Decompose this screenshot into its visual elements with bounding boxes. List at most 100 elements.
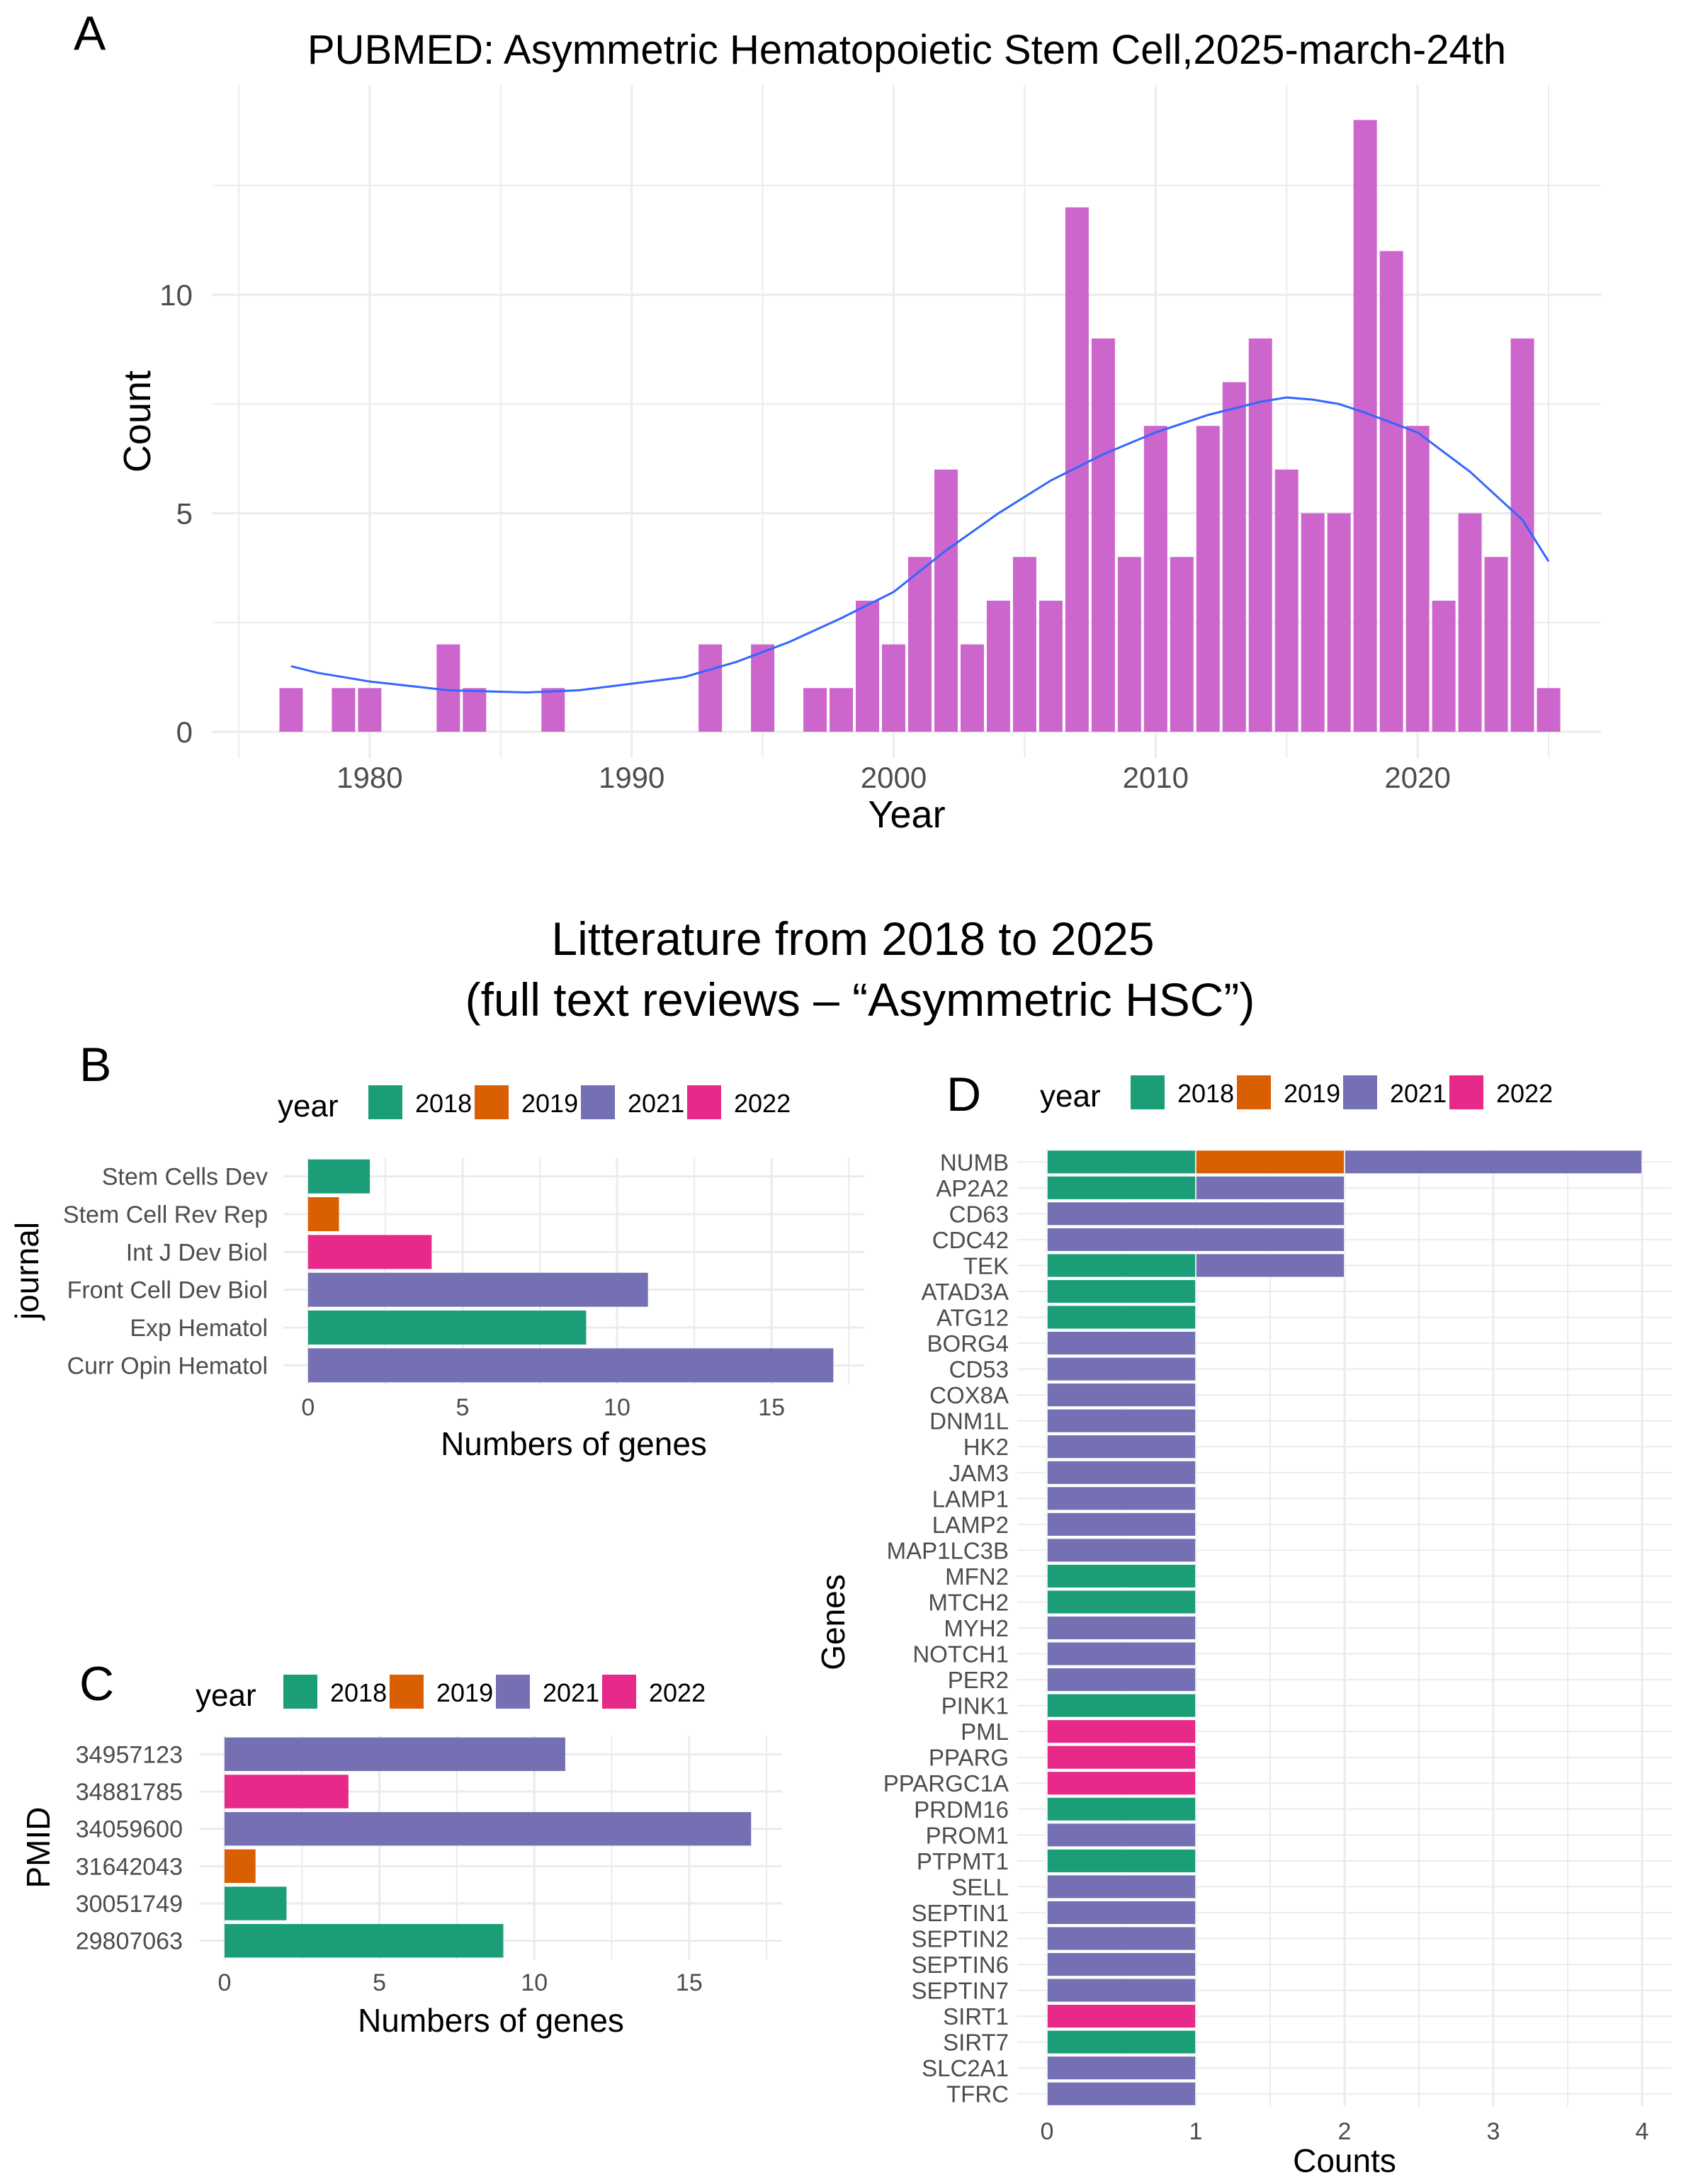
panel-label: D [946,1068,981,1121]
bar-stem-cell-rev-rep [307,1197,339,1231]
y-tick-label: MAP1LC3B [887,1537,1009,1563]
y-tick-label: 29807063 [76,1928,183,1955]
legend-title: year [278,1089,339,1124]
histogram-bar [698,644,723,732]
histogram-bar [358,688,382,732]
bar-segment-ptpmt1-2018 [1046,1848,1196,1874]
histogram-bar [1379,251,1403,732]
y-tick-label: TEK [963,1252,1009,1279]
histogram-bar [934,469,958,732]
bar-segment-atg12-2018 [1046,1304,1196,1330]
legend-label-2022: 2022 [734,1089,791,1118]
x-axis-label: Numbers of genes [358,2002,624,2039]
legend-label-2019: 2019 [436,1678,493,1707]
x-tick-label: 1 [1189,2118,1203,2145]
histogram-bar [1091,338,1115,732]
x-tick-label: 2020 [1384,761,1450,794]
legend-label-2018: 2018 [330,1678,387,1707]
x-tick-label: 1990 [599,761,664,794]
legend-label-2021: 2021 [1390,1079,1447,1108]
x-tick-label: 5 [373,1969,386,1996]
bar-segment-septin7-2021 [1046,1978,1196,2003]
y-tick-label: 10 [159,278,193,312]
y-tick-label: SEPTIN7 [911,1978,1009,2004]
bar-segment-cd63-2021 [1046,1201,1345,1226]
histogram-bar [1510,338,1534,732]
bar-segment-pink1-2018 [1046,1693,1196,1719]
histogram-bar [279,688,303,732]
y-tick-label: PTPMT1 [917,1848,1009,1874]
bar-31642043 [224,1849,256,1884]
y-tick-label: CDC42 [932,1227,1009,1253]
histogram-bar [1170,557,1194,732]
bar-segment-borg4-2021 [1046,1330,1196,1356]
bar-segment-ppargc1a-2022 [1046,1770,1196,1796]
x-tick-label: 4 [1636,2118,1649,2145]
section-title-line-1: Litterature from 2018 to 2025 [551,912,1154,965]
bar-segment-tek-2018 [1046,1252,1196,1278]
histogram-bar [1196,426,1220,732]
panel-b-journal-bars: Stem Cells Dev Stem Cell Rev Rep Int J Dev… [9,1038,864,1462]
legend-label-2022: 2022 [649,1678,706,1707]
y-tick-label: SEPTIN2 [911,1925,1009,1952]
bar-segment-slc2a1-2021 [1046,2055,1196,2081]
histogram-bar [1012,557,1036,732]
panel-d-genes-stacked-bars: NUMBAP2A2CD63CDC42TEKATAD3AATG12BORG4CD5… [815,1068,1672,2179]
bar-segment-septin6-2021 [1046,1952,1196,1977]
histogram-bar [463,688,487,732]
legend-swatch-2022 [602,1675,636,1709]
legend-swatch-2018 [1131,1075,1165,1109]
bar-segment-ap2a2-2021 [1195,1175,1345,1201]
legend-swatch-2021 [581,1085,615,1119]
bar-segment-numb-2018 [1046,1149,1196,1175]
x-tick-label: 0 [1041,2118,1054,2145]
x-tick-label: 2000 [861,761,927,794]
y-tick-label: Stem Cell Rev Rep [63,1201,268,1228]
legend-title: year [1040,1079,1101,1114]
bar-segment-sell-2021 [1046,1874,1196,1899]
y-tick-label: 34957123 [76,1741,183,1768]
y-axis-label: Count [116,370,159,473]
y-tick-label: ATG12 [937,1305,1009,1331]
histogram-bar [1065,207,1089,732]
y-axis-label: Genes [815,1574,852,1670]
histogram-bar [1301,513,1325,732]
bar-segment-septin2-2021 [1046,1925,1196,1952]
bar-segment-prdm16-2018 [1046,1797,1196,1822]
y-tick-label: CD63 [949,1201,1009,1227]
y-tick-label: PPARGC1A [883,1770,1009,1797]
y-tick-label: PML [961,1719,1009,1745]
legend-label-2019: 2019 [521,1089,578,1118]
y-tick-label: PINK1 [941,1693,1009,1719]
section-title-line-2: (full text reviews – “Asymmetric HSC”) [465,973,1255,1026]
bar-segment-septin1-2021 [1046,1900,1196,1925]
bar-segment-ap2a2-2018 [1046,1175,1196,1201]
y-tick-label: 5 [176,497,193,531]
bar-segment-notch1-2021 [1046,1641,1196,1667]
y-tick-label: COX8A [929,1382,1009,1408]
y-tick-label: Int J Dev Biol [126,1239,268,1266]
bar-front-cell-dev-biol [307,1272,648,1307]
histogram-bar [436,644,460,732]
histogram-bar [1432,600,1456,732]
legend-label-2019: 2019 [1284,1079,1340,1108]
legend-swatch-2019 [390,1675,424,1709]
legend-swatch-2019 [1237,1075,1271,1109]
y-tick-label: MTCH2 [928,1589,1009,1615]
y-tick-label: PRDM16 [914,1797,1009,1823]
y-tick-label: JAM3 [949,1460,1009,1486]
histogram-bar [830,688,854,732]
bar-segment-cd53-2021 [1046,1357,1196,1382]
histogram-bar [1274,469,1299,732]
y-tick-label: MYH2 [944,1615,1009,1641]
histogram-bar [1405,426,1430,732]
y-tick-label: Exp Hematol [130,1315,268,1342]
bar-segment-numb-2021 [1344,1149,1643,1175]
smooth-trend-line [290,396,1550,694]
legend-label-2021: 2021 [628,1089,684,1118]
histogram-bar [856,600,880,732]
y-tick-label: ATAD3A [922,1279,1009,1305]
bar-segment-pml-2022 [1046,1719,1196,1744]
legend-label-2018: 2018 [1177,1079,1234,1108]
legend-swatch-2021 [1343,1075,1377,1109]
